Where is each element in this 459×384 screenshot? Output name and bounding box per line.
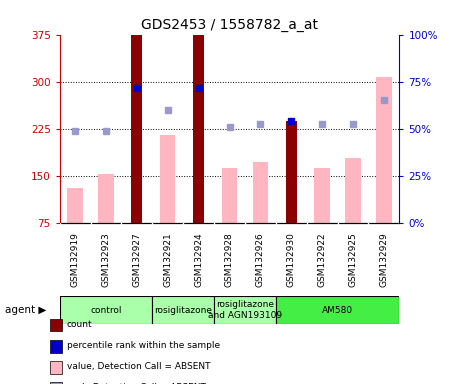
Bar <box>222 168 237 223</box>
Bar <box>252 162 268 223</box>
Text: AM580: AM580 <box>322 306 353 314</box>
Bar <box>60 296 152 324</box>
Bar <box>67 188 83 223</box>
Bar <box>286 121 297 223</box>
Bar <box>160 135 175 223</box>
Text: GSM132927: GSM132927 <box>132 232 141 286</box>
Bar <box>152 296 214 324</box>
Text: GSM132925: GSM132925 <box>348 232 358 286</box>
Text: value, Detection Call = ABSENT: value, Detection Call = ABSENT <box>67 362 210 371</box>
Title: GDS2453 / 1558782_a_at: GDS2453 / 1558782_a_at <box>141 18 318 32</box>
Text: agent ▶: agent ▶ <box>5 305 46 315</box>
Bar <box>376 77 392 223</box>
Bar <box>214 296 276 324</box>
Text: rosiglitazone: rosiglitazone <box>154 306 212 314</box>
Bar <box>276 296 399 324</box>
Bar <box>193 35 204 223</box>
Text: GSM132929: GSM132929 <box>380 232 388 286</box>
Text: GSM132921: GSM132921 <box>163 232 172 286</box>
Text: percentile rank within the sample: percentile rank within the sample <box>67 341 220 350</box>
Text: GSM132924: GSM132924 <box>194 232 203 286</box>
Text: count: count <box>67 320 92 329</box>
Text: GSM132923: GSM132923 <box>101 232 111 286</box>
Text: rosiglitazone
and AGN193109: rosiglitazone and AGN193109 <box>208 300 282 320</box>
Text: GSM132922: GSM132922 <box>318 232 327 286</box>
Text: rank, Detection Call = ABSENT: rank, Detection Call = ABSENT <box>67 383 206 384</box>
Text: GSM132930: GSM132930 <box>287 232 296 286</box>
Bar <box>314 168 330 223</box>
Text: GSM132919: GSM132919 <box>71 232 79 286</box>
Text: control: control <box>90 306 122 314</box>
Text: GSM132928: GSM132928 <box>225 232 234 286</box>
Bar <box>345 158 361 223</box>
Text: GSM132926: GSM132926 <box>256 232 265 286</box>
Bar <box>131 35 142 223</box>
Bar <box>98 174 114 223</box>
